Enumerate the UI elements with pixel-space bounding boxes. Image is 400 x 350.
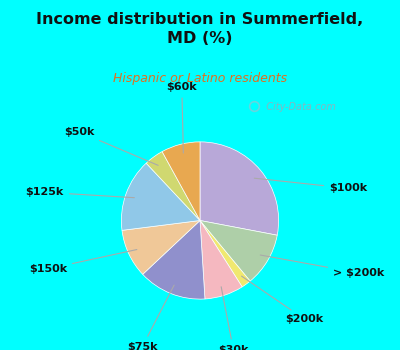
Wedge shape — [200, 220, 242, 299]
Text: City-Data.com: City-Data.com — [260, 102, 336, 112]
Wedge shape — [121, 163, 200, 230]
Text: $75k: $75k — [127, 285, 174, 350]
Text: $30k: $30k — [218, 287, 248, 350]
Wedge shape — [146, 152, 200, 220]
Text: > $200k: > $200k — [260, 255, 384, 278]
Wedge shape — [200, 220, 277, 281]
Text: Hispanic or Latino residents: Hispanic or Latino residents — [113, 72, 287, 85]
Wedge shape — [200, 220, 250, 287]
Text: $150k: $150k — [29, 250, 137, 274]
Text: $60k: $60k — [166, 83, 197, 153]
Text: $125k: $125k — [26, 187, 134, 198]
Wedge shape — [162, 142, 200, 220]
Text: Income distribution in Summerfield,
MD (%): Income distribution in Summerfield, MD (… — [36, 12, 364, 46]
Text: $200k: $200k — [242, 276, 324, 324]
Text: $100k: $100k — [254, 178, 367, 193]
Wedge shape — [122, 220, 200, 274]
Text: $50k: $50k — [64, 127, 158, 165]
Wedge shape — [200, 142, 279, 235]
Wedge shape — [143, 220, 205, 299]
